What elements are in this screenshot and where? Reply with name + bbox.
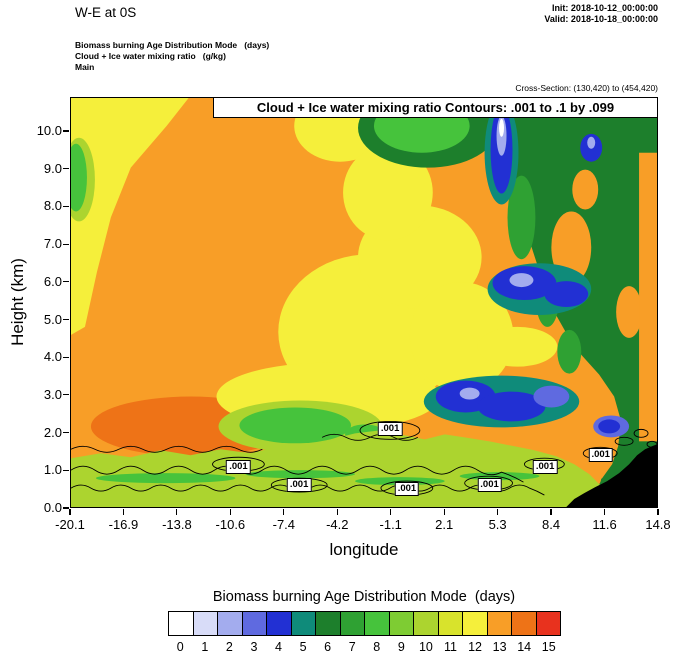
- colorbar-cell: [242, 612, 267, 635]
- colorbar-cell: [536, 612, 560, 635]
- y-tick-label: 7.0: [43, 236, 62, 252]
- cross-section-label: Cross-Section: (130,420) to (454,420): [515, 83, 658, 93]
- terrain-fill: [566, 444, 657, 507]
- colorbar-cell: [267, 612, 292, 635]
- colorbar-tick-label: 13: [492, 640, 507, 654]
- colorbar-tick-label: 8: [373, 640, 381, 654]
- x-tick-mark: [497, 509, 499, 515]
- field-name-mode: Biomass burning Age Distribution Mode (d…: [75, 40, 270, 50]
- colorbar-cell: [438, 612, 463, 635]
- colorbar-cell: [487, 612, 512, 635]
- colorbar-tick-label: 12: [468, 640, 482, 654]
- x-tick-label: 11.6: [592, 517, 617, 532]
- colorbar-cell: [169, 612, 194, 635]
- y-tick-label: 9.0: [43, 160, 62, 176]
- colorbar-labels: 0 1 2 3 4 5 6 7 8 9 10 11 12 13 14 15: [168, 640, 561, 654]
- y-tick-mark: [63, 432, 69, 434]
- x-tick-label: 14.8: [645, 517, 671, 532]
- x-tick-label: 8.4: [542, 517, 561, 532]
- colorbar-cell: [463, 612, 488, 635]
- y-tick-label: 10.0: [36, 123, 62, 138]
- y-tick-mark: [63, 394, 69, 396]
- y-tick-mark: [63, 356, 69, 358]
- y-tick-mark: [63, 130, 69, 132]
- y-tick-mark: [63, 168, 69, 170]
- y-tick-mark: [63, 243, 69, 245]
- colorbar-cell: [316, 612, 341, 635]
- field-name-domain: Main: [75, 62, 95, 72]
- colorbar-cell: [365, 612, 390, 635]
- x-tick-mark: [69, 509, 71, 515]
- contour-title-box: Cloud + Ice water mixing ratio Contours:…: [213, 97, 658, 118]
- y-tick-mark: [63, 469, 69, 471]
- x-tick-mark: [550, 509, 552, 515]
- x-tick-label: -4.2: [326, 517, 349, 532]
- page-title: W-E at 0S: [75, 5, 137, 20]
- cloud-contour-lines: [71, 420, 657, 496]
- x-tick-label: -1.1: [379, 517, 402, 532]
- cross-section-plot: [70, 97, 658, 508]
- x-tick-label: -16.9: [108, 517, 139, 532]
- x-tick-label: -10.6: [215, 517, 246, 532]
- x-axis-title: longitude: [329, 540, 399, 559]
- x-tick-label: -13.8: [162, 517, 192, 532]
- colorbar-cell: [512, 612, 537, 635]
- colorbar-cell: [414, 612, 439, 635]
- field-name-ratio: Cloud + Ice water mixing ratio (g/kg): [75, 51, 226, 61]
- y-tick-label: 5.0: [43, 311, 62, 327]
- colorbar-tick-label: 14: [517, 640, 532, 654]
- colorbar-tick-label: 7: [348, 640, 356, 654]
- x-tick-mark: [390, 509, 392, 515]
- x-tick-mark: [283, 509, 285, 515]
- x-tick-mark: [603, 509, 606, 515]
- y-tick-label: 6.0: [43, 273, 62, 289]
- x-tick-mark: [657, 509, 659, 515]
- x-tick-mark: [229, 509, 231, 515]
- x-tick-mark: [443, 509, 445, 515]
- y-tick-label: 1.0: [43, 462, 62, 478]
- x-tick-mark: [336, 509, 338, 515]
- x-tick-label: -20.1: [55, 517, 85, 532]
- x-tick-label: 2.1: [435, 517, 454, 532]
- colorbar-tick-label: 6: [324, 640, 332, 654]
- colorbar-cell: [218, 612, 243, 635]
- x-tick-mark: [176, 509, 178, 515]
- init-timestamp: Init: 2018-10-12_00:00:00: [551, 3, 658, 13]
- colorbar-cell: [291, 612, 316, 635]
- y-tick-label: 0.0: [43, 500, 62, 515]
- colorbar-title: Biomass burning Age Distribution Mode (d…: [212, 589, 516, 605]
- y-tick-label: 4.0: [43, 349, 62, 365]
- colorbar-tick-label: 4: [275, 640, 282, 654]
- colorbar-tick-label: 1: [201, 640, 209, 654]
- y-axis-title: Height (km): [8, 258, 27, 346]
- age-fill-regions: [71, 98, 657, 507]
- y-tick-label: 8.0: [43, 198, 62, 214]
- colorbar-tick-label: 11: [443, 640, 457, 654]
- colorbar-cell: [193, 612, 218, 635]
- y-tick-mark: [63, 507, 69, 509]
- colorbar-tick-label: 5: [299, 640, 307, 654]
- y-tick-label: 2.0: [43, 424, 62, 440]
- colorbar-cell: [340, 612, 365, 635]
- colorbar: [168, 611, 561, 636]
- colorbar-tick-label: 3: [250, 640, 258, 654]
- colorbar-tick-label: 9: [397, 640, 405, 654]
- cross-section-canvas: [71, 98, 657, 507]
- x-tick-mark: [122, 509, 125, 515]
- colorbar-tick-label: 0: [176, 640, 184, 654]
- y-tick-mark: [63, 318, 69, 321]
- y-tick-mark: [63, 281, 69, 283]
- colorbar-tick-label: 15: [541, 640, 556, 654]
- y-tick-mark: [63, 205, 69, 207]
- valid-timestamp: Valid: 2018-10-18_00:00:00: [544, 14, 658, 24]
- y-tick-label: 3.0: [43, 386, 62, 402]
- colorbar-cell: [389, 612, 414, 635]
- colorbar-tick-label: 2: [225, 640, 233, 654]
- x-tick-label: -7.4: [272, 517, 296, 532]
- x-tick-label: 5.3: [488, 517, 507, 532]
- contour-title-text: Cloud + Ice water mixing ratio Contours:…: [256, 100, 615, 115]
- colorbar-tick-label: 10: [418, 640, 433, 654]
